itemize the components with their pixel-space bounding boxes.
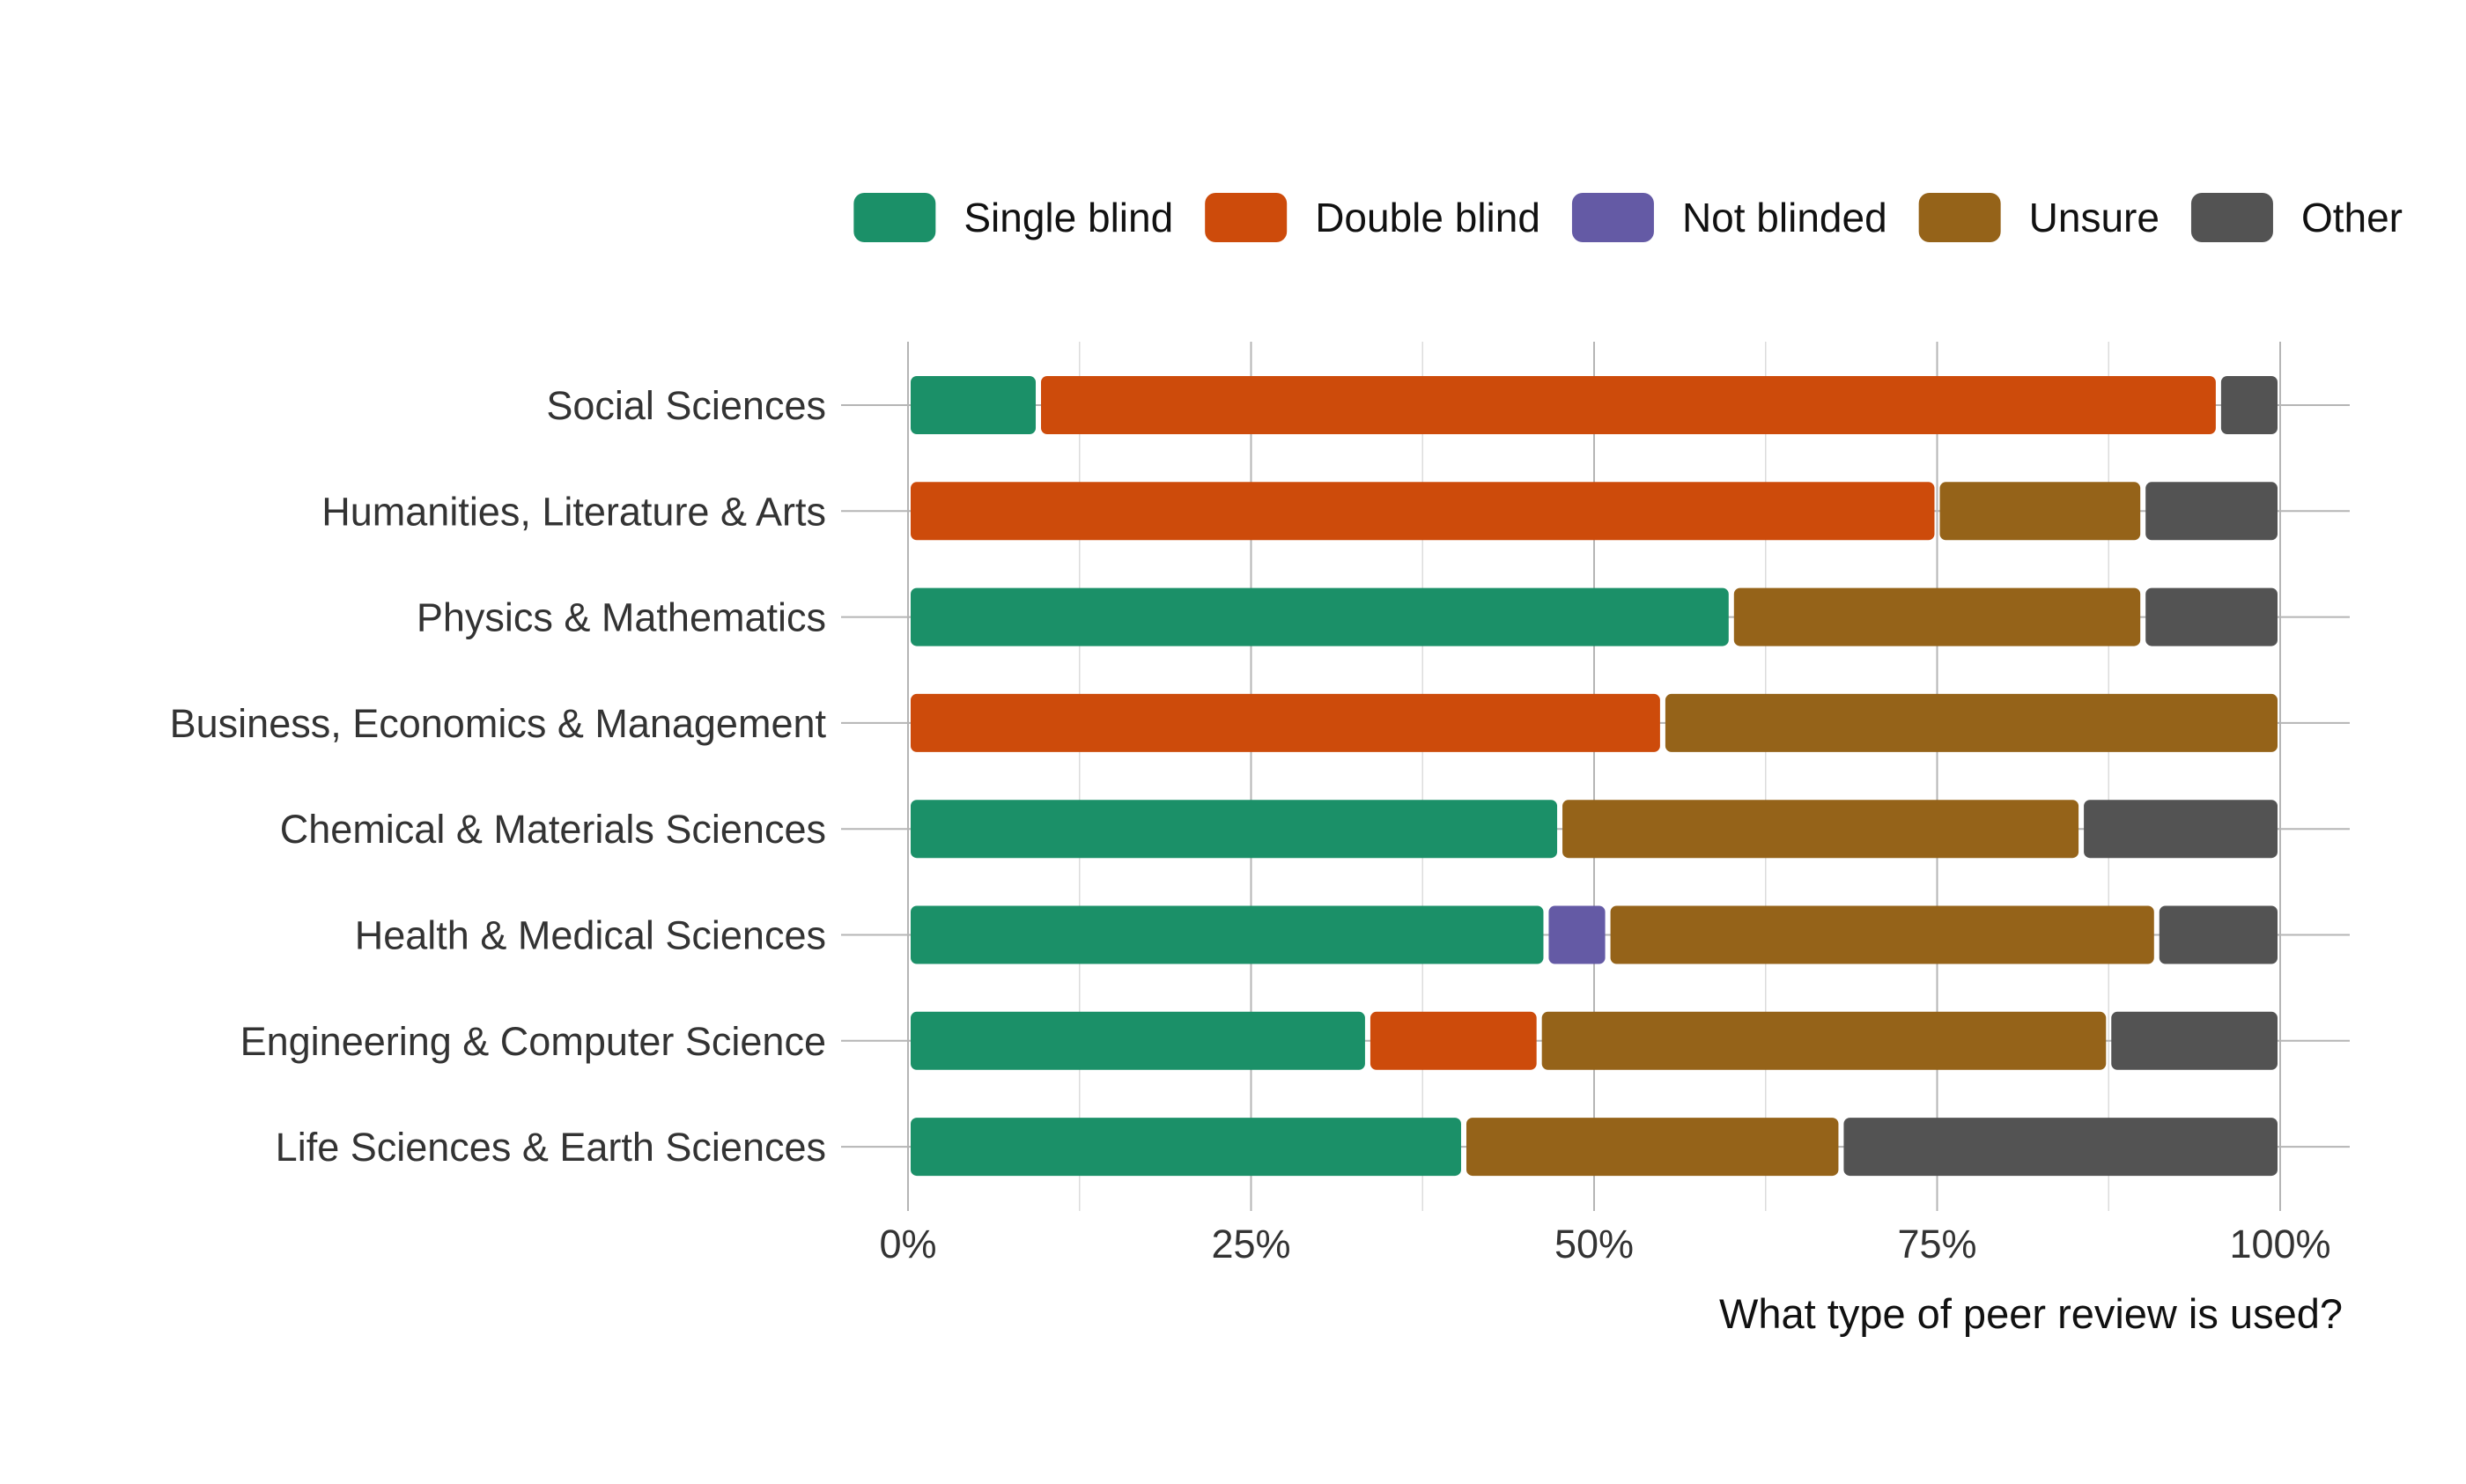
x-tick-labels: 0% 25% 50% 75% 100% <box>879 1222 2330 1266</box>
bar-health-and-medical-sciences-unsure <box>1610 905 2154 964</box>
bar-humanities-literature-and-arts-other <box>2145 482 2278 541</box>
legend-swatch-not-blinded <box>1571 193 1654 242</box>
bar-business-economics-and-management-double-blind <box>911 693 1660 752</box>
bar-chemical-and-materials-sciences-single-blind <box>911 800 1558 859</box>
bar-chemical-and-materials-sciences-unsure <box>1562 800 2079 859</box>
category-label-engineering-and-computer-science: Engineering & Computer Science <box>240 1019 826 1064</box>
bar-health-and-medical-sciences-not-blinded <box>1548 905 1606 964</box>
bar-life-sciences-and-earth-sciences-single-blind <box>911 1118 1461 1177</box>
legend-label-single-blind: Single blind <box>964 195 1173 240</box>
bar-health-and-medical-sciences-other <box>2159 905 2278 964</box>
bar-life-sciences-and-earth-sciences-unsure <box>1466 1118 1839 1177</box>
bar-social-sciences-double-blind <box>1041 376 2216 434</box>
category-label-physics-and-mathematics: Physics & Mathematics <box>417 595 826 640</box>
bar-physics-and-mathematics-single-blind <box>911 587 1729 646</box>
legend-swatch-other <box>2190 193 2273 242</box>
bar-social-sciences-single-blind <box>911 376 1037 434</box>
x-tick-label-3: 75% <box>1897 1222 1976 1266</box>
x-tick-label-1: 25% <box>1211 1222 1290 1266</box>
bar-life-sciences-and-earth-sciences-other <box>1843 1118 2278 1177</box>
legend-swatch-double-blind <box>1205 193 1288 242</box>
category-label-business-economics-and-management: Business, Economics & Management <box>170 701 827 746</box>
legend: Single blind Double blind Not blinded Unsur… <box>853 193 2403 242</box>
legend-swatch-unsure <box>1918 193 2001 242</box>
grid-lines <box>841 342 2350 1211</box>
x-tick-label-4: 100% <box>2229 1222 2330 1266</box>
category-label-life-sciences-and-earth-sciences: Life Sciences & Earth Sciences <box>276 1125 826 1170</box>
x-tick-label-2: 50% <box>1554 1222 1634 1266</box>
category-label-humanities-literature-and-arts: Humanities, Literature & Arts <box>321 489 826 534</box>
x-axis-title: What type of peer review is used? <box>1719 1290 2343 1337</box>
bar-humanities-literature-and-arts-double-blind <box>911 482 1935 541</box>
bar-engineering-and-computer-science-double-blind <box>1370 1011 1537 1070</box>
bar-social-sciences-other <box>2220 376 2278 434</box>
category-label-social-sciences: Social Sciences <box>546 383 826 428</box>
bar-chemical-and-materials-sciences-other <box>2084 800 2278 859</box>
bar-physics-and-mathematics-other <box>2145 587 2278 646</box>
legend-label-double-blind: Double blind <box>1315 195 1540 240</box>
category-labels: Social Sciences Humanities, Literature & … <box>170 383 827 1170</box>
bar-health-and-medical-sciences-single-blind <box>911 905 1544 964</box>
category-label-chemical-and-materials-sciences: Chemical & Materials Sciences <box>280 807 826 852</box>
bars <box>911 376 2278 1177</box>
legend-label-unsure: Unsure <box>2029 195 2160 240</box>
bar-engineering-and-computer-science-other <box>2111 1011 2278 1070</box>
x-tick-label-0: 0% <box>879 1222 936 1266</box>
bar-physics-and-mathematics-unsure <box>1733 587 2141 646</box>
bar-business-economics-and-management-unsure <box>1665 693 2278 752</box>
bar-engineering-and-computer-science-single-blind <box>911 1011 1365 1070</box>
bar-engineering-and-computer-science-unsure <box>1541 1011 2107 1070</box>
legend-label-not-blinded: Not blinded <box>1682 195 1887 240</box>
legend-swatch-single-blind <box>853 193 936 242</box>
category-label-health-and-medical-sciences: Health & Medical Sciences <box>355 913 826 958</box>
bar-humanities-literature-and-arts-unsure <box>1939 482 2141 541</box>
legend-label-other: Other <box>2301 195 2403 240</box>
